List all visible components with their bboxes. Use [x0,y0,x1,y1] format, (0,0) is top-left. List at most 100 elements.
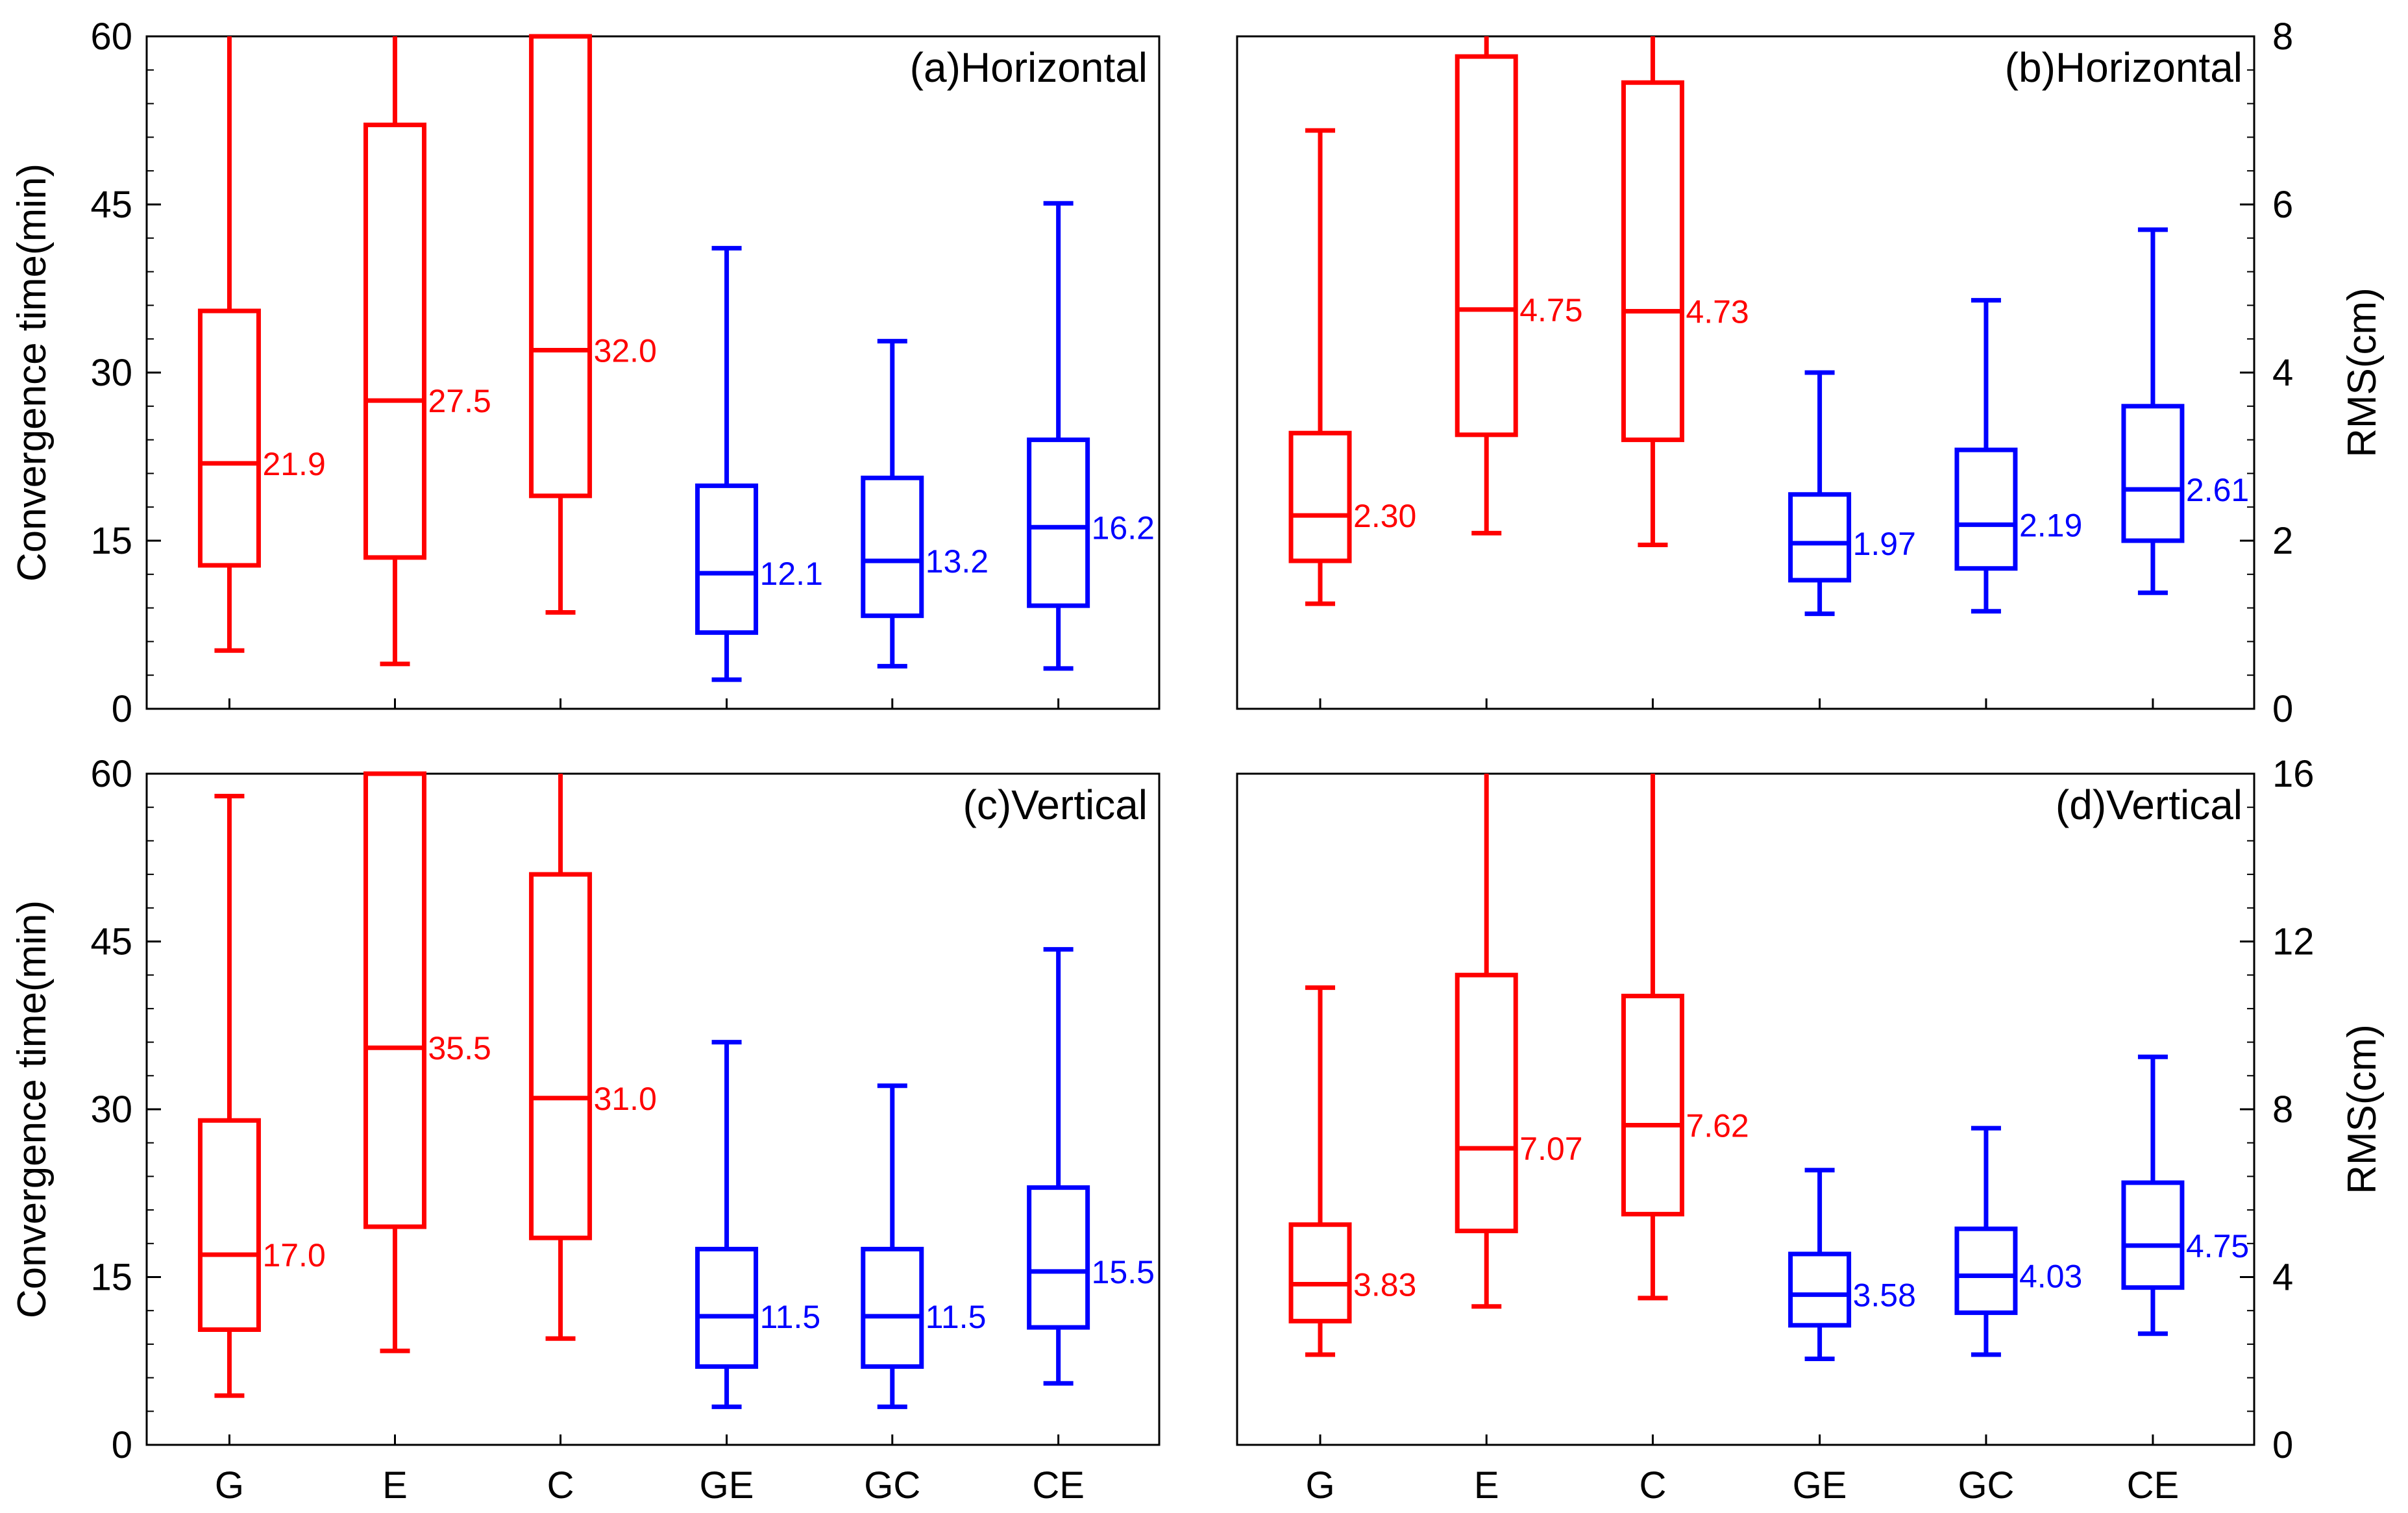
panel-title: (a)Horizontal [910,44,1148,91]
x-tick-label: E [382,1464,408,1507]
x-tick-label: CE [2127,1464,2180,1507]
box-GE: 12.1 [695,245,823,682]
median-label: 4.73 [1686,293,1749,330]
median-label: 13.2 [926,543,989,580]
y-tick-label: 15 [90,520,132,562]
box-E: 7.07 [1455,774,1583,1309]
iqr-box [1027,437,1090,608]
y-tick-label: 6 [2272,184,2293,226]
median-label: 16.2 [1092,510,1155,546]
iqr-box [1455,54,1518,437]
plot-frame [145,35,1161,710]
iqr-box [695,483,759,635]
y-tick-label: 60 [90,16,132,58]
median-label: 7.07 [1519,1131,1582,1167]
panel-a: 0 15 30 45 60 Convergence time(min) (a)Horizon… [10,16,1161,730]
box-GE: 11.5 [695,1040,820,1409]
y-tick-label: 16 [2272,753,2315,795]
box-C: 4.73 [1621,36,1749,547]
box-GC: 13.2 [861,339,989,669]
iqr-box [363,122,427,560]
y-tick-label: 30 [90,1089,132,1131]
x-tick-label: GC [1958,1464,2014,1507]
y-tick-label: 30 [90,352,132,394]
iqr-box [2121,404,2185,543]
x-tick-label: C [1639,1464,1666,1507]
box-GC: 4.03 [1954,1126,2082,1357]
box-CE: 2.61 [2121,227,2249,595]
y-tick-label: 0 [112,688,132,730]
box-E: 27.5 [363,36,491,667]
box-GC: 11.5 [861,1083,987,1409]
y-tick-label: 45 [90,184,132,226]
panel-c: 0 15 30 45 60 Convergence time(min) (c)Vertica… [10,753,1161,1507]
median-label: 12.1 [760,556,823,592]
y-tick-label: 0 [2272,1424,2293,1466]
y-tick-label: 15 [90,1257,132,1299]
y-axis-title: RMS(cm) [2340,1024,2385,1194]
box-GC: 2.19 [1954,298,2082,614]
box-C: 7.62 [1621,774,1749,1301]
box-C: 32.0 [529,34,657,615]
iqr-box [1788,1251,1852,1328]
box-CE: 15.5 [1027,947,1155,1386]
panel-title: (b)Horizontal [2005,44,2242,91]
x-tick-label: C [547,1464,574,1507]
y-tick-label: 4 [2272,352,2293,394]
y-tick-label: 2 [2272,520,2293,562]
y-tick-label: 0 [112,1424,132,1466]
box-GE: 3.58 [1788,1168,1916,1362]
y-tick-label: 12 [2272,921,2315,963]
median-label: 7.62 [1686,1108,1749,1144]
iqr-box [197,308,261,568]
iqr-box [1288,1222,1352,1323]
median-label: 11.5 [926,1299,987,1335]
x-tick-label: E [1474,1464,1499,1507]
iqr-box [1621,994,1684,1217]
iqr-box [1027,1185,1090,1330]
box-E: 35.5 [363,771,491,1353]
y-tick-label: 60 [90,753,132,795]
panel-b: 0 2 4 6 8 RMS(cm) (b)Horizontal 2.30 4.75 4.73 1.9… [1236,16,2385,730]
box-G: 2.30 [1288,128,1416,606]
iqr-box [1788,492,1852,583]
median-label: 32.0 [594,332,657,369]
x-tick-label: G [1305,1464,1334,1507]
median-label: 3.58 [1853,1277,1916,1314]
y-tick-label: 4 [2272,1257,2293,1299]
median-label: 4.03 [2019,1259,2082,1295]
iqr-box [529,34,593,498]
median-label: 21.9 [262,446,325,482]
x-tick-label: GE [700,1464,754,1507]
box-G: 17.0 [197,793,326,1398]
iqr-box [1621,80,1684,443]
iqr-box [695,1246,759,1369]
x-tick-label: G [215,1464,244,1507]
median-label: 2.30 [1353,498,1416,534]
x-tick-label: GE [1793,1464,1847,1507]
y-axis-title: Convergence time(min) [10,900,55,1318]
iqr-box [1288,430,1352,563]
median-label: 27.5 [428,383,491,419]
iqr-box [1455,972,1518,1233]
plot-frame [1236,35,2255,710]
y-tick-label: 8 [2272,16,2293,58]
median-label: 15.5 [1092,1254,1155,1290]
median-label: 31.0 [594,1081,657,1117]
box-GE: 1.97 [1788,370,1916,617]
median-label: 1.97 [1853,526,1916,562]
median-label: 3.83 [1353,1266,1416,1303]
iqr-box [861,475,924,619]
median-label: 2.61 [2186,472,2249,508]
median-label: 35.5 [428,1030,491,1066]
panel-title: (d)Vertical [2056,781,2242,828]
iqr-box [363,771,427,1229]
box-C: 31.0 [529,774,657,1341]
box-E: 4.75 [1455,36,1583,535]
median-label: 4.75 [2186,1228,2249,1264]
iqr-box [1954,1226,2018,1315]
iqr-box [861,1246,924,1369]
median-label: 2.19 [2019,507,2082,543]
iqr-box [1954,447,2018,571]
